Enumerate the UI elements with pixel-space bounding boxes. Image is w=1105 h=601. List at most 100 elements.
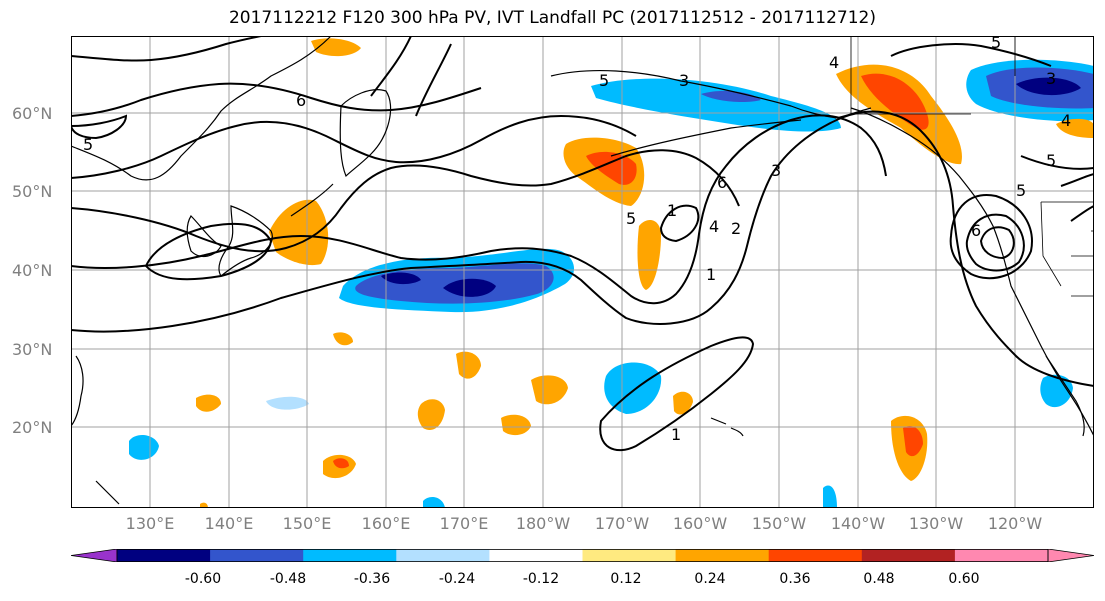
lon-label-170w: 170°W (594, 514, 650, 533)
contour-13 (890, 43, 1052, 67)
contour-12 (599, 336, 755, 451)
contour-label: 6 (296, 91, 306, 110)
pos-region-subtropic-1 (196, 394, 221, 412)
coast-korea (186, 215, 222, 258)
lon-label-140w: 140°W (830, 514, 886, 533)
pos-region-east-tropic-core (903, 425, 923, 457)
neg-region-south-1 (129, 434, 159, 460)
lon-label-140e: 140°E (204, 514, 254, 533)
contour-label: 6 (717, 173, 727, 192)
colorbar-segment (489, 549, 583, 562)
contour-5 (71, 82, 482, 117)
colorbar-segment (117, 549, 211, 562)
colorbar-tick-label: 0.24 (694, 571, 726, 587)
lat-label-50n: 50°N (12, 182, 53, 201)
neg-region-deep-core-west (381, 272, 421, 285)
colorbar-extend-low (71, 549, 118, 562)
colorbar-tick-label: 0.36 (779, 571, 811, 587)
map-canvas: 5 6 3 5 4 3 5 1 6 4 2 3 5 1 5 5 6 4 1 (71, 36, 1094, 508)
pos-region-north-pacific-east-core (861, 73, 929, 130)
contour-label: 2 (731, 219, 741, 238)
colorbar-extend-high (1047, 549, 1094, 562)
contour-label: 5 (1016, 181, 1026, 200)
colorbar-tick-label: -0.36 (353, 571, 391, 587)
lon-label-170e: 170°E (439, 514, 489, 533)
lon-label-150w: 150°W (751, 514, 807, 533)
contour-label: 5 (626, 209, 636, 228)
contour-label: 4 (709, 217, 719, 236)
colorbar-tick-label: -0.24 (438, 571, 476, 587)
negative-anomaly-shading (129, 59, 1094, 508)
lat-label-30n: 30°N (12, 340, 53, 359)
contour-label: 5 (599, 71, 609, 90)
neg-region-canada-deep (1016, 77, 1081, 96)
contour-label: 1 (671, 425, 681, 444)
neg-region-south-2 (266, 396, 309, 410)
colorbar-segment (303, 549, 397, 562)
pos-region-subtropic-2-core (333, 458, 349, 469)
contour-label: 5 (83, 135, 93, 154)
colorbar-tick-label: 0.48 (863, 571, 895, 587)
coast-aleutians (610, 119, 802, 157)
lon-label-160w: 160°W (672, 514, 728, 533)
colorbar-segment (954, 549, 1049, 562)
contour-6 (71, 36, 262, 62)
neg-region-bering-band (591, 78, 841, 132)
contour-2 (71, 114, 887, 305)
lon-label-120w: 120°W (987, 514, 1043, 533)
pos-region-hawaii-north (637, 220, 661, 290)
colorbar-tick-label: -0.60 (184, 571, 222, 587)
pos-region-subtropic-7 (673, 391, 693, 415)
neg-region-deep-core-east (443, 278, 496, 297)
pos-region-subtropic-6 (501, 414, 531, 436)
contour-7 (144, 222, 273, 281)
coast-japan (218, 205, 273, 277)
pos-region-canada-small (1056, 118, 1094, 138)
contour-label: 5 (1046, 151, 1056, 170)
colorbar (71, 549, 1094, 562)
contour-10 (965, 213, 1025, 272)
neg-region-hawaii-west (604, 362, 662, 414)
coast-small-islands-west (95, 480, 120, 505)
contour-19 (71, 114, 128, 140)
contour-3 (71, 149, 740, 253)
contour-label: 6 (971, 221, 981, 240)
coastlines (71, 36, 1094, 505)
pv-contours (71, 36, 1094, 451)
lon-label-150e: 150°E (282, 514, 332, 533)
contour-18 (415, 43, 452, 117)
lon-label-130w: 130°W (908, 514, 964, 533)
pos-region-small-1 (333, 332, 353, 346)
contour-14 (1020, 155, 1094, 170)
neg-region-south-3 (423, 496, 445, 508)
contour-4 (71, 114, 637, 179)
colorbar-segment (582, 549, 677, 562)
contour-label: 3 (771, 161, 781, 180)
neg-region-south-4 (823, 485, 837, 508)
contour-label: 4 (1061, 111, 1071, 130)
lon-label-130e: 130°E (125, 514, 175, 533)
colorbar-tick-label: -0.48 (269, 571, 307, 587)
pos-region-gulf-core (586, 151, 637, 185)
coast-baja (1045, 355, 1085, 437)
lat-label-60n: 60°N (12, 104, 53, 123)
neg-region-bering-core (701, 90, 761, 102)
coast-na-west (850, 107, 1094, 437)
coast-asia (71, 36, 332, 181)
colorbar-outline (116, 549, 1049, 562)
lat-label-40n: 40°N (12, 261, 53, 280)
pos-region-subtropic-4 (456, 351, 481, 379)
colorbar-segment (861, 549, 956, 562)
lat-label-20n: 20°N (12, 418, 53, 437)
lon-label-180w: 180°W (515, 514, 571, 533)
contour-label: 3 (679, 71, 689, 90)
colorbar-tick-label: 0.60 (948, 571, 980, 587)
lon-label-160e: 160°E (361, 514, 411, 533)
contour-labels: 5 6 3 5 4 3 5 1 6 4 2 3 5 1 5 5 6 4 1 (83, 36, 1071, 444)
pos-region-small-2 (200, 502, 208, 508)
pos-region-subtropic-5 (531, 375, 568, 405)
colorbar-tick-label: -0.12 (522, 571, 560, 587)
contour-15 (1060, 173, 1094, 187)
coast-kamchatka (339, 89, 392, 178)
map-panel: 5 6 3 5 4 3 5 1 6 4 2 3 5 1 5 5 6 4 1 (71, 36, 1094, 508)
